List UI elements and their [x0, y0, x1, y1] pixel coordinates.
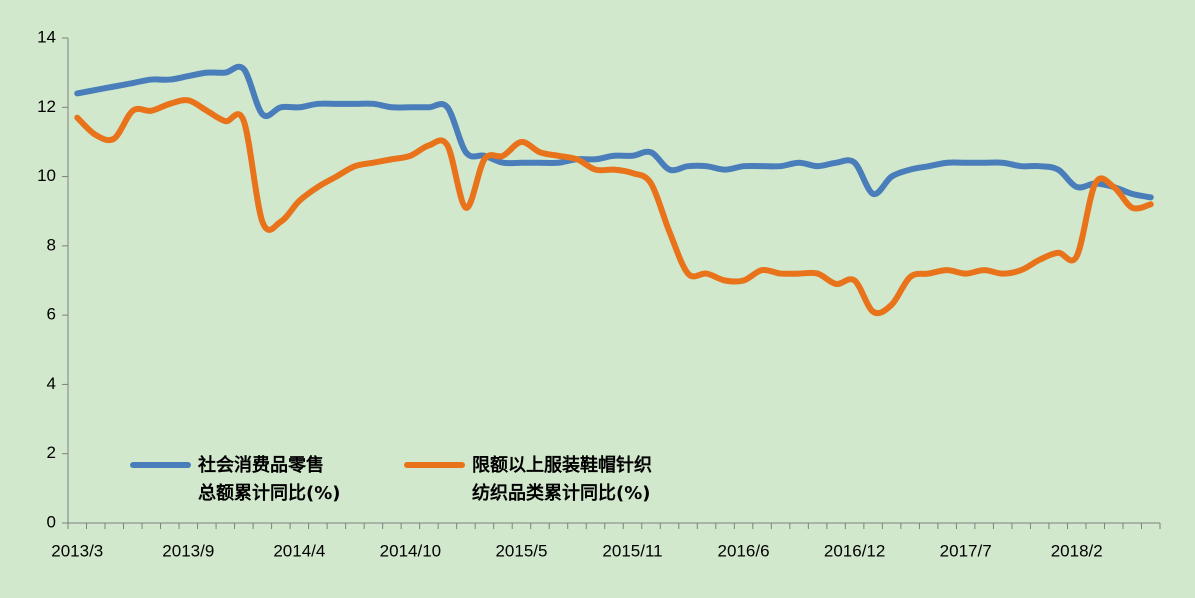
y-tick-label: 6	[47, 305, 56, 324]
x-tick-label: 2015/11	[602, 541, 662, 560]
y-tick-label: 12	[37, 97, 56, 116]
y-tick-label: 4	[47, 374, 56, 393]
x-tick-label: 2013/3	[51, 541, 103, 560]
series-line	[74, 97, 1154, 317]
x-tick-label: 2016/6	[718, 541, 770, 560]
x-tick-label: 2017/7	[940, 541, 992, 560]
y-tick-label: 8	[47, 235, 56, 254]
y-tick-label: 10	[37, 166, 56, 185]
x-tick-label: 2013/9	[162, 541, 214, 560]
y-tick-label: 14	[37, 27, 56, 46]
legend-label: 社会消费品零售 总额累计同比(%)	[198, 455, 341, 504]
x-tick-label: 2014/4	[273, 541, 325, 560]
legend-label: 限额以上服装鞋帽针织 纺织品类累计同比(%)	[472, 455, 652, 504]
x-tick-label: 2016/12	[824, 541, 885, 560]
y-tick-label: 2	[47, 443, 56, 462]
x-tick-label: 2018/2	[1051, 541, 1103, 560]
x-tick-label: 2014/10	[380, 541, 441, 560]
x-tick-label: 2015/5	[495, 541, 547, 560]
y-tick-label: 0	[47, 512, 56, 531]
series-line	[74, 63, 1154, 201]
